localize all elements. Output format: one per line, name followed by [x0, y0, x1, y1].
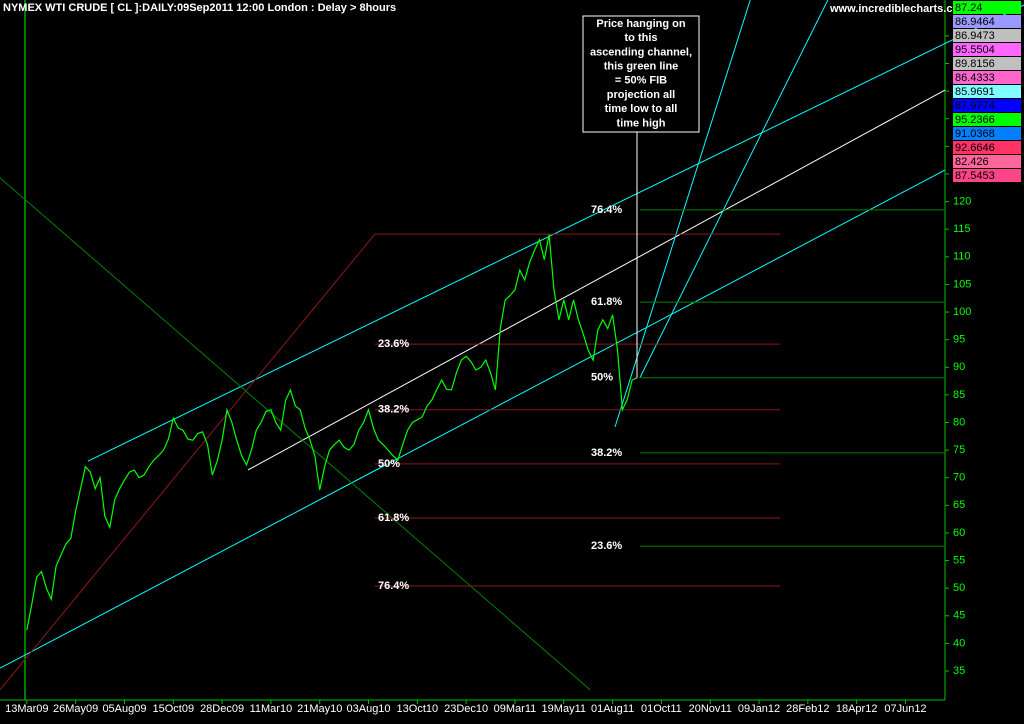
price-label: 95.5504: [955, 44, 995, 56]
trend-line: [614, 0, 751, 428]
x-tick-label: 19May11: [542, 703, 586, 715]
y-tick-label: 115: [953, 223, 971, 235]
y-tick-label: 70: [953, 472, 965, 484]
price-label: 85.9691: [955, 86, 995, 98]
x-tick-label: 20Nov11: [689, 703, 732, 715]
fib-label: 76.4%: [591, 204, 622, 216]
x-tick-label: 23Dec10: [444, 703, 488, 715]
y-tick-label: 80: [953, 416, 965, 428]
annotation-text: this green line: [604, 61, 679, 73]
x-tick-label: 26May09: [53, 703, 98, 715]
annotation-text: ascending channel,: [590, 46, 692, 58]
fib-label: 38.2%: [591, 447, 622, 459]
price-label: 92.6646: [955, 142, 995, 154]
chart-title: NYMEX WTI CRUDE [ CL ]:DAILY:09Sep2011 1…: [3, 2, 396, 14]
x-tick-label: 05Aug09: [102, 703, 146, 715]
fib-label: 50%: [591, 372, 613, 384]
annotation-text: Price hanging on: [596, 18, 686, 30]
trend-line: [87, 4, 1024, 462]
fib-label: 61.8%: [591, 296, 622, 308]
y-tick-label: 75: [953, 444, 965, 456]
trend-line: [0, 169, 946, 669]
y-tick-label: 60: [953, 527, 965, 539]
price-box: [953, 85, 1021, 98]
y-tick-label: 90: [953, 361, 965, 373]
price-box: [953, 169, 1021, 182]
price-box: [953, 71, 1021, 84]
price-box: [953, 155, 1021, 168]
fib-label: 76.4%: [378, 580, 409, 592]
x-tick-label: 07Jun12: [884, 703, 926, 715]
x-tick-label: 13Mar09: [5, 703, 48, 715]
y-tick-label: 105: [953, 278, 971, 290]
x-tick-label: 09Mar11: [494, 703, 537, 715]
price-label: 87.9774: [955, 100, 995, 112]
y-tick-label: 40: [953, 637, 965, 649]
watermark: www.incrediblecharts.com: [829, 3, 969, 15]
price-label: 82.426: [955, 156, 989, 168]
annotation-text: time low to all: [605, 103, 678, 115]
annotation-text: projection all: [607, 89, 675, 101]
x-tick-label: 28Feb12: [786, 703, 829, 715]
y-tick-label: 50: [953, 582, 965, 594]
price-label: 86.4333: [955, 72, 995, 84]
price-box: [953, 1, 1021, 14]
fib-label: 23.6%: [591, 540, 622, 552]
price-box: [953, 113, 1021, 126]
price-label: 86.9464: [955, 16, 995, 28]
price-label: 89.8156: [955, 58, 995, 70]
trend-line: [247, 89, 946, 471]
price-label: 95.2366: [955, 114, 995, 126]
fib-label: 61.8%: [378, 512, 409, 524]
y-tick-label: 35: [953, 665, 965, 677]
price-label: 91.0368: [955, 128, 995, 140]
x-tick-label: 21May10: [297, 703, 342, 715]
y-tick-label: 120: [953, 195, 971, 207]
price-box: [953, 99, 1021, 112]
trend-line: [0, 177, 591, 691]
annotation-box: [582, 15, 700, 133]
price-box: [953, 141, 1021, 154]
x-tick-label: 11Mar10: [250, 703, 293, 715]
trend-line: [639, 0, 829, 378]
x-tick-label: 18Apr12: [836, 703, 878, 715]
fib-label: 38.2%: [378, 404, 409, 416]
fib-label: 23.6%: [378, 338, 409, 350]
y-tick-label: 95: [953, 334, 965, 346]
price-box: [953, 43, 1021, 56]
y-tick-label: 110: [953, 251, 971, 263]
x-tick-label: 01Aug11: [591, 703, 634, 715]
annotation-text: time high: [617, 117, 666, 129]
x-tick-label: 15Oct09: [152, 703, 194, 715]
y-tick-label: 55: [953, 554, 965, 566]
price-label: 87.24: [955, 2, 983, 14]
x-tick-label: 01Oct11: [641, 703, 682, 715]
price-box: [953, 29, 1021, 42]
price-box: [953, 127, 1021, 140]
x-tick-label: 28Dec09: [200, 703, 244, 715]
price-label: 86.9473: [955, 30, 995, 42]
y-tick-label: 85: [953, 389, 965, 401]
price-box: [953, 57, 1021, 70]
x-tick-label: 13Oct10: [397, 703, 439, 715]
price-box: [953, 15, 1021, 28]
x-tick-label: 09Jan12: [738, 703, 780, 715]
y-tick-label: 65: [953, 499, 965, 511]
x-tick-label: 03Aug10: [347, 703, 391, 715]
price-label: 87.5453: [955, 170, 995, 182]
annotation-text: = 50% FIB: [615, 75, 667, 87]
price-line: [26, 234, 638, 631]
y-tick-label: 45: [953, 610, 965, 622]
trend-line: [0, 233, 376, 691]
fib-label: 50%: [378, 458, 400, 470]
annotation-text: to this: [625, 32, 658, 44]
y-tick-label: 100: [953, 306, 971, 318]
